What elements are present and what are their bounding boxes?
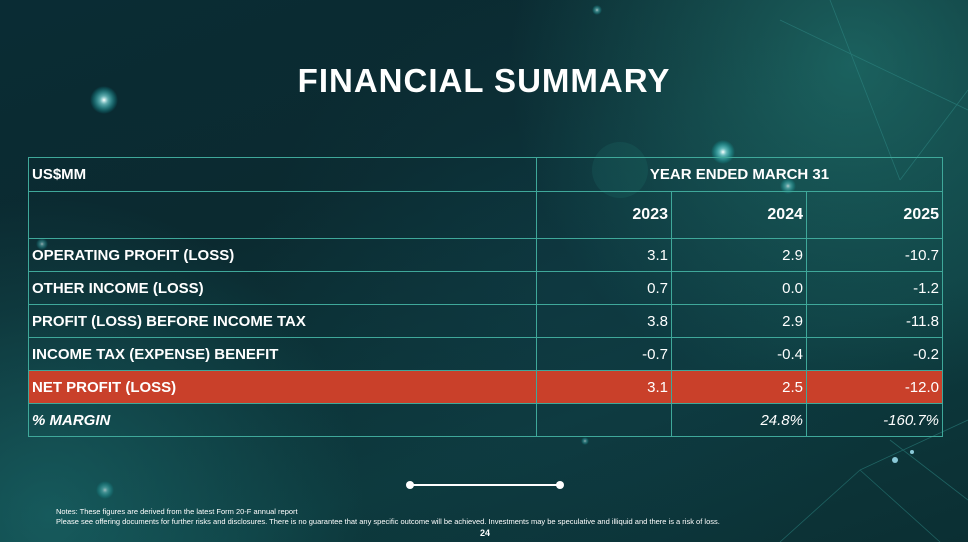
row-label: PROFIT (LOSS) BEFORE INCOME TAX	[28, 304, 537, 338]
row-value: -12.0	[805, 370, 944, 404]
year-2023: 2023	[536, 191, 672, 239]
row-value: 3.8	[536, 304, 672, 338]
net-profit-row: NET PROFIT (LOSS) 3.1 2.5 -12.0	[28, 370, 944, 404]
year-2025: 2025	[805, 191, 944, 239]
table-row: INCOME TAX (EXPENSE) BENEFIT -0.7 -0.4 -…	[28, 337, 944, 371]
footnotes: Notes: These figures are derived from th…	[56, 507, 916, 527]
row-value: -11.8	[805, 304, 944, 338]
row-label: NET PROFIT (LOSS)	[28, 370, 537, 404]
table-header-row: US$MM YEAR ENDED MARCH 31	[28, 157, 944, 192]
row-value: 2.9	[671, 304, 807, 338]
row-label: OTHER INCOME (LOSS)	[28, 271, 537, 305]
margin-row: % MARGIN 24.8% -160.7%	[28, 403, 944, 437]
row-value: 0.0	[671, 271, 807, 305]
progress-end-dot	[556, 481, 564, 489]
row-label: INCOME TAX (EXPENSE) BENEFIT	[28, 337, 537, 371]
row-value: 24.8%	[671, 403, 807, 437]
unit-label: US$MM	[28, 157, 537, 192]
row-value: 0.7	[536, 271, 672, 305]
page-title: FINANCIAL SUMMARY	[297, 62, 671, 99]
period-label: YEAR ENDED MARCH 31	[535, 157, 944, 192]
table-row: OTHER INCOME (LOSS) 0.7 0.0 -1.2	[28, 271, 944, 305]
progress-line	[410, 484, 560, 486]
table-row: PROFIT (LOSS) BEFORE INCOME TAX 3.8 2.9 …	[28, 304, 944, 338]
empty-header-cell	[28, 191, 537, 239]
row-value: -0.2	[805, 337, 944, 371]
row-value	[536, 403, 672, 437]
row-value: -10.7	[805, 238, 944, 272]
progress-start-dot	[406, 481, 414, 489]
note-line-2: Please see offering documents for furthe…	[56, 517, 720, 526]
page-number: 24	[479, 528, 490, 538]
row-value: 3.1	[536, 238, 672, 272]
row-value: 2.5	[671, 370, 807, 404]
row-label: % MARGIN	[28, 403, 537, 437]
row-value: -160.7%	[805, 403, 944, 437]
row-value: -0.7	[536, 337, 672, 371]
row-value: -0.4	[671, 337, 807, 371]
row-value: 2.9	[671, 238, 807, 272]
slide-progress-indicator	[406, 479, 564, 491]
year-2024: 2024	[671, 191, 807, 239]
table-row: OPERATING PROFIT (LOSS) 3.1 2.9 -10.7	[28, 238, 944, 272]
row-value: -1.2	[805, 271, 944, 305]
note-line-1: Notes: These figures are derived from th…	[56, 507, 298, 516]
row-value: 3.1	[536, 370, 672, 404]
financial-summary-table: US$MM YEAR ENDED MARCH 31 2023 2024 2025…	[28, 157, 944, 437]
row-label: OPERATING PROFIT (LOSS)	[28, 238, 537, 272]
year-header-row: 2023 2024 2025	[28, 191, 944, 239]
